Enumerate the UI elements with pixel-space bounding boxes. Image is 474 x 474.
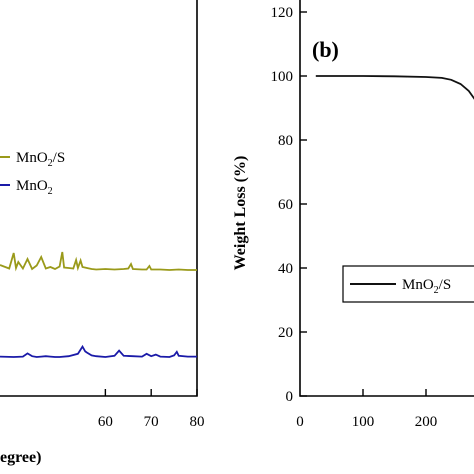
panel-b-x-ticks: 01002003	[296, 389, 438, 430]
panel-b-y-tick-label: 80	[278, 133, 293, 149]
legend-label-tga: MnO2/S	[402, 277, 451, 296]
panel-b-x-tick-label: 0	[296, 414, 304, 430]
panel-b-x-tick-label: 100	[352, 414, 375, 430]
panel-b-y-tick-label: 0	[286, 389, 294, 405]
panel-b-y-axis-title: Weight Loss (%)	[232, 156, 249, 271]
panel-b-y-tick-label: 100	[271, 69, 294, 85]
panel-a-axes	[0, 0, 198, 397]
panel-a-x-ticks: 60 70 80	[98, 389, 205, 430]
panel-b-y-tick-label: 20	[278, 325, 293, 341]
panel-a-x-axis-title: egree)	[0, 449, 41, 466]
panel-b-series-line-mno2-s	[315, 75, 474, 100]
legend-label-mno2-s: MnO2/S	[16, 150, 65, 169]
panel-a-series	[0, 251, 197, 358]
panel-a-x-tick-label: 70	[144, 414, 159, 430]
panel-a-x-tick-label: 60	[98, 414, 113, 430]
panel-b-y-tick-label: 60	[278, 197, 293, 213]
panel-b-legend: MnO2/S	[342, 265, 474, 303]
panel-b-series	[315, 75, 474, 100]
panel-a-x-tick-label: 80	[190, 414, 205, 430]
panel-a-legend: MnO2/S MnO2	[0, 150, 65, 197]
panel-a-series-line-mno2-s	[0, 251, 197, 272]
panel-b-y-ticks: 0 20 40 60 80 100 120	[271, 5, 307, 405]
legend-label-mno2: MnO2	[16, 178, 53, 197]
panel-a-series-line-mno2	[0, 344, 197, 358]
panel-a-xrd-chart: 60 70 80 MnO2/S MnO2 egree)	[0, 0, 205, 466]
panel-b-x-tick-label: 200	[415, 414, 438, 430]
panel-b-y-tick-label: 40	[278, 261, 293, 277]
panel-b-label: (b)	[312, 37, 339, 62]
panel-b-y-tick-label: 120	[271, 5, 294, 21]
